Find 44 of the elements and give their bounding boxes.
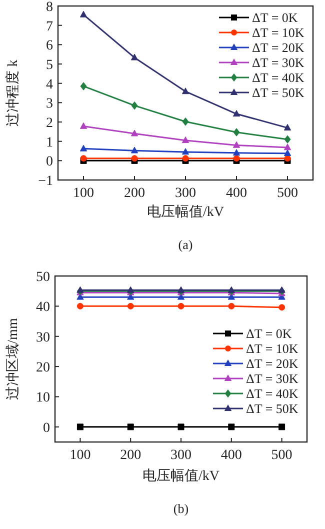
x-tick-label: 300: [170, 448, 192, 463]
x-tick-label: 500: [277, 186, 298, 201]
y-tick-label: 1: [46, 135, 53, 150]
legend-label: ΔT = 30K: [252, 55, 305, 70]
y-tick-label: 5: [46, 58, 53, 73]
x-tick-label: 400: [226, 186, 247, 201]
legend-label: ΔT = 50K: [246, 401, 299, 416]
legend-label: ΔT = 40K: [246, 386, 299, 401]
legend-label: ΔT = 20K: [246, 356, 299, 371]
legend-label: ΔT = 20K: [252, 40, 305, 55]
text: (a): [178, 237, 193, 252]
x-tick-label: 500: [271, 448, 292, 463]
y-tick-label: 10: [36, 390, 50, 406]
y-tick-label: 8: [46, 0, 53, 15]
y-tick-label: 50: [36, 270, 50, 285]
x-tick-label: 400: [220, 448, 242, 463]
y-tick-label: −1: [38, 174, 53, 189]
y-tick-label: 2: [46, 116, 53, 131]
y-tick-label: 7: [46, 19, 53, 34]
y-tick-label: 0: [43, 420, 50, 436]
legend-label: ΔT = 30K: [246, 371, 299, 386]
y-tick-label: 0: [46, 154, 53, 170]
x-tick-label: 200: [124, 186, 145, 201]
y-tick-label: 4: [46, 77, 53, 92]
x-axis-title: 电压幅值/kV: [142, 468, 220, 484]
legend-label: ΔT = 50K: [252, 85, 305, 100]
y-tick-label: 6: [46, 38, 53, 54]
legend-label: ΔT = 10K: [246, 341, 299, 356]
y-axis-title: 过冲程度 k: [5, 60, 21, 126]
y-tick-label: 20: [36, 360, 50, 376]
y-axis-title: 过冲区域/mm: [5, 318, 21, 400]
legend-label: ΔT = 0K: [252, 10, 298, 25]
y-tick-label: 40: [36, 300, 50, 316]
x-tick-label: 100: [73, 186, 94, 201]
x-tick-label: 300: [175, 186, 196, 201]
text: (b): [173, 501, 189, 516]
y-tick-label: 30: [36, 330, 50, 346]
x-axis-title: 电压幅值/kV: [147, 204, 224, 220]
legend-label: ΔT = 40K: [252, 70, 305, 85]
x-tick-label: 200: [120, 448, 142, 463]
legend-label: ΔT = 0K: [246, 326, 292, 341]
y-tick-label: 3: [46, 96, 53, 112]
legend-label: ΔT = 10K: [252, 25, 305, 40]
x-tick-label: 100: [70, 448, 91, 463]
